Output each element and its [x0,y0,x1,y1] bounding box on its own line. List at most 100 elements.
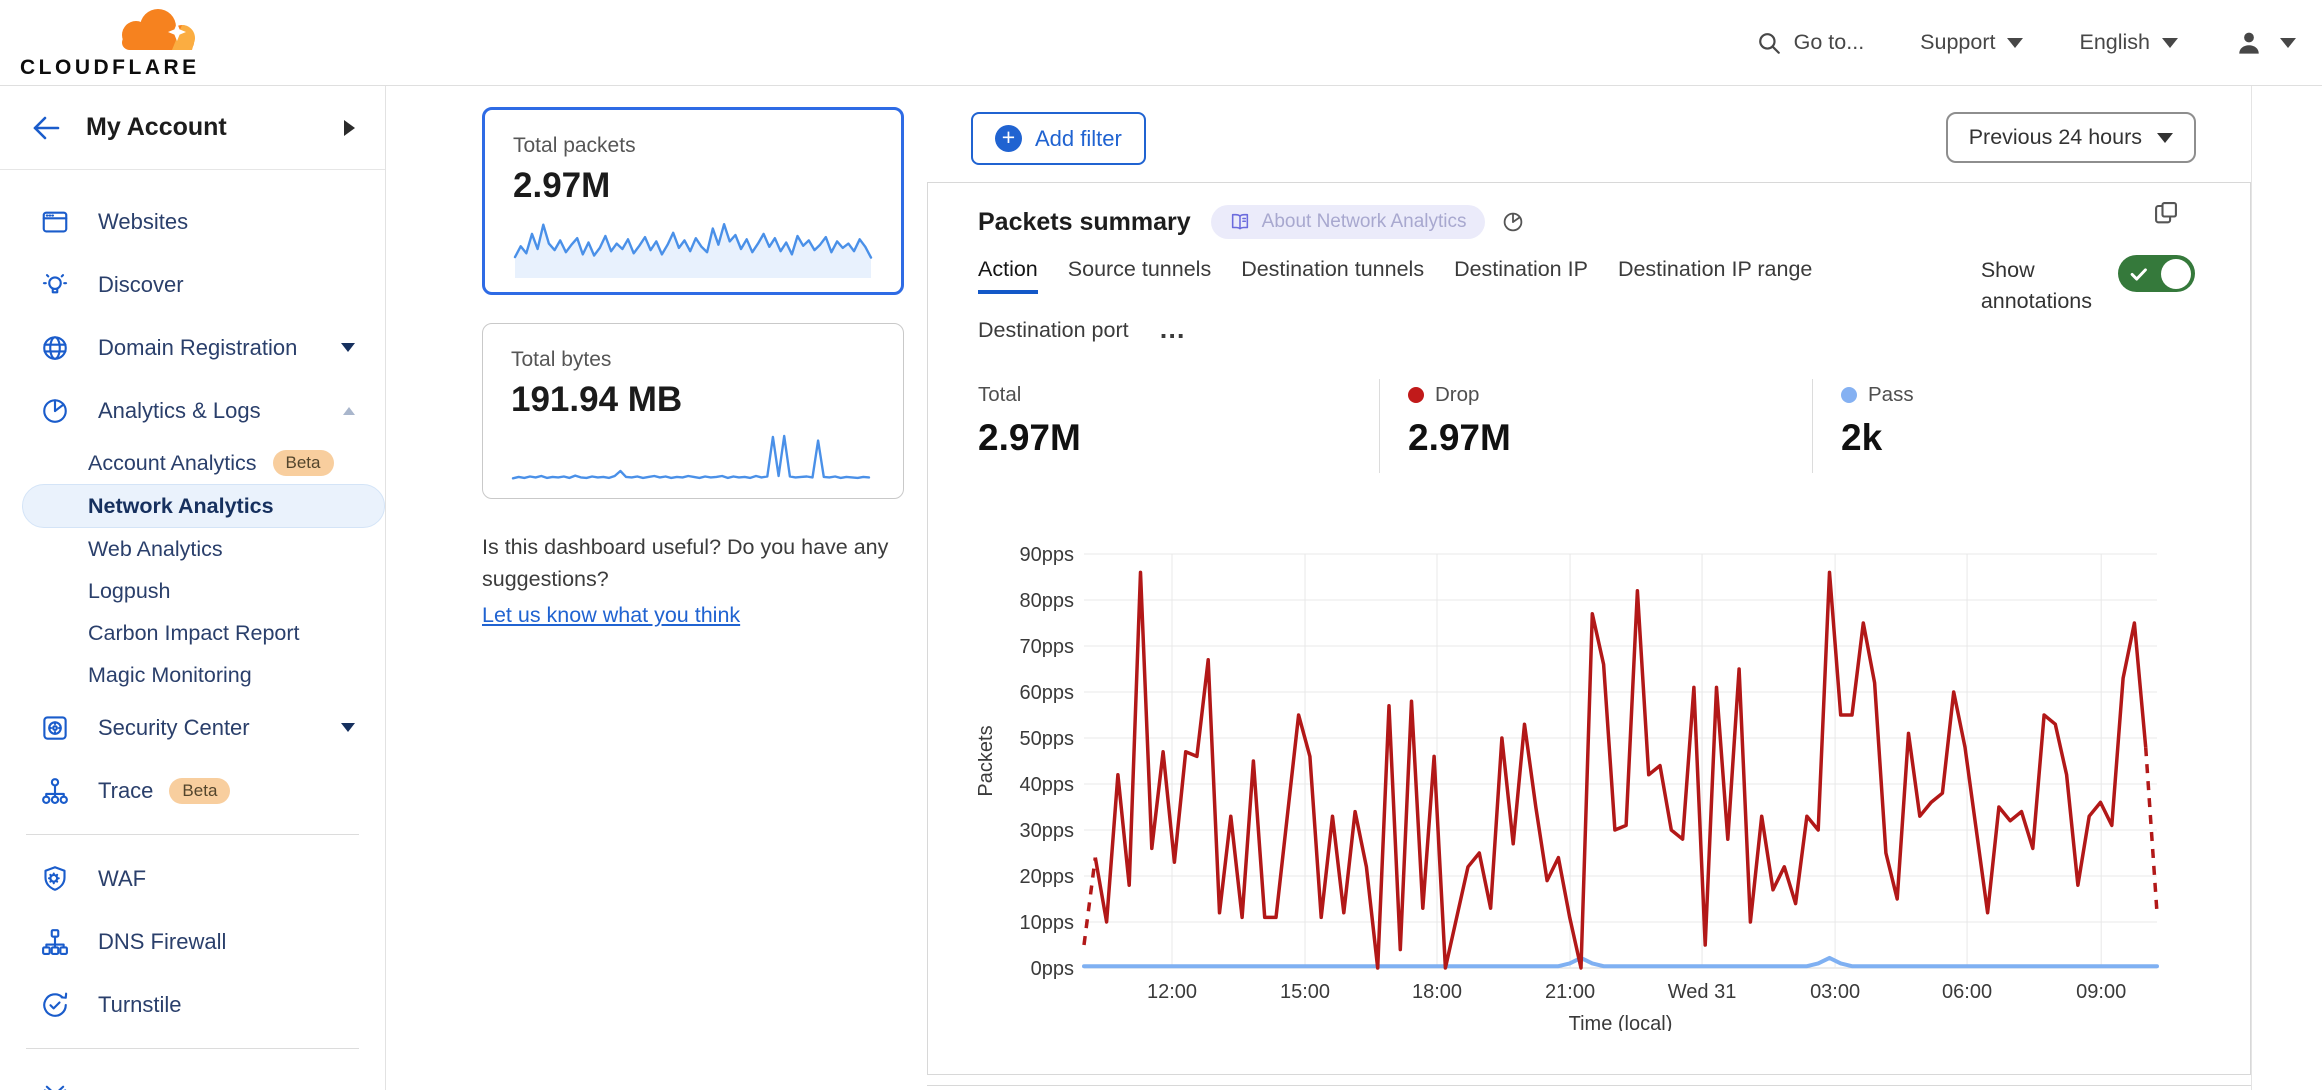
toggle-knob [2161,258,2191,289]
sidebar-item-magic-monitoring[interactable]: Magic Monitoring [0,654,385,696]
shield-icon [40,864,72,894]
card-label: Total bytes [511,348,612,371]
sidebar-item-trace[interactable]: Trace Beta [0,759,385,822]
sidebar-item-discover[interactable]: Discover [0,253,385,316]
packets-time-series-chart: 0pps 10pps 20pps 30pps 40pps 50pps 60pps 70pps 8… [978,544,2159,1031]
sidebar-item-dns-firewall[interactable]: DNS Firewall [0,910,385,973]
total-packets-sparkline-fill [515,224,871,278]
main-content: Total packets 2.97M Total bytes 191.94 M… [387,86,2322,1090]
y-tick-label: 20pps [1020,866,1075,888]
more-tabs-button[interactable]: … [1158,314,1188,344]
time-range-dropdown[interactable]: Previous 24 hours [1945,112,2196,163]
stat-pass: Pass 2k [1812,379,2200,473]
account-header[interactable]: My Account [0,86,385,170]
search-icon [1758,32,1780,54]
chevron-down-icon[interactable] [341,343,355,352]
sidebar-item-logpush[interactable]: Logpush [0,570,385,612]
chevron-up-icon[interactable] [343,406,355,415]
tab-destination-ip-range[interactable]: Destination IP range [1617,257,1813,281]
time-range-label: Previous 24 hours [1968,125,2142,149]
book-icon [1231,213,1248,230]
total-bytes-sparkline [511,434,871,480]
sidebar-item-network-analytics[interactable]: Network Analytics [22,484,385,528]
sidebar-item-label: DNS Firewall [98,928,227,954]
sidebar-item-carbon-impact-report[interactable]: Carbon Impact Report [0,612,385,654]
add-filter-button[interactable]: + Add filter [971,112,1146,165]
sidebar-item-label: Carbon Impact Report [88,620,300,645]
sidebar-item-label: WAF [98,865,147,891]
hierarchy-icon [40,927,72,957]
sidebar-item-label: Network Analytics [88,493,274,518]
analytics-column: + Add filter Previous 24 hours Packets s… [927,86,2252,1090]
chevron-right-icon[interactable] [344,119,355,136]
sidebar-item-label: Account Analytics [88,450,257,475]
sidebar-item-turnstile[interactable]: Turnstile [0,973,385,1036]
sidebar-item-web-analytics[interactable]: Web Analytics [0,528,385,570]
language-label: English [2079,30,2150,54]
stat-value: 2k [1841,417,1883,458]
chevron-down-icon[interactable] [341,723,355,732]
drop-series-dashed-start [1082,857,1098,946]
x-tick-label: Wed 31 [1668,981,1737,1003]
sidebar-item-account-analytics[interactable]: Account Analytics Beta [0,442,385,484]
sidebar-item-label: Magic Monitoring [88,662,252,687]
next-panel-edge [927,1085,2251,1090]
tab-destination-port[interactable]: Destination port [978,318,1129,342]
packets-summary-panel: Packets summary About Network Analytics … [927,182,2251,1075]
sidebar-item-websites[interactable]: Websites [0,190,385,253]
chevron-down-icon [2007,37,2024,48]
top-header: CLOUDFLARE Go to... Support English [0,0,2322,86]
cloudflare-logo[interactable]: CLOUDFLARE [20,4,205,84]
sidebar-item-label: Web Analytics [88,536,223,561]
y-tick-label: 30pps [1020,820,1075,842]
duplicate-icon[interactable] [2152,199,2180,232]
about-network-analytics-badge[interactable]: About Network Analytics [1210,205,1485,239]
burst-icon [40,1078,72,1090]
tab-source-tunnels[interactable]: Source tunnels [1067,257,1212,281]
stat-total: Total 2.97M [978,379,1379,473]
sidebar-item-domain-registration[interactable]: Domain Registration [0,316,385,379]
x-tick-label: 15:00 [1280,981,1330,1003]
pie-chart-icon[interactable] [1501,210,1525,234]
feedback-link[interactable]: Let us know what you think [482,602,741,627]
sidebar-item-waf[interactable]: WAF [0,847,385,910]
x-tick-label: 09:00 [2076,981,2126,1003]
stat-value: 2.97M [978,417,1081,458]
card-value: 191.94 MB [511,380,683,419]
support-menu[interactable]: Support [1920,30,2024,55]
language-menu[interactable]: English [2079,30,2178,55]
sidebar-divider [26,1048,359,1049]
goto-search[interactable]: Go to... [1756,30,1864,56]
sidebar-item-label: Turnstile [98,991,182,1017]
y-tick-label: 10pps [1020,912,1075,934]
account-menu[interactable] [2234,28,2296,58]
total-packets-card[interactable]: Total packets 2.97M [482,107,904,295]
sidebar-item-analytics-logs[interactable]: Analytics & Logs [0,379,385,442]
chevron-down-icon [2157,132,2173,143]
y-axis-title: Packets [978,725,997,796]
show-annotations-control: Show annotations [1981,255,2195,317]
x-tick-label: 12:00 [1147,981,1197,1003]
back-arrow-icon[interactable] [30,112,62,144]
sidebar-nav: Websites Discover Domain Registration Analy… [0,170,385,1090]
card-label: Total packets [513,134,636,157]
tab-action[interactable]: Action [978,257,1038,294]
cloudflare-cloud-icon [122,9,195,50]
sidebar-item-burst[interactable] [0,1061,385,1090]
y-tick-label: 60pps [1020,682,1075,704]
sidebar-item-security-center[interactable]: Security Center [0,696,385,759]
chevron-down-icon [2162,37,2178,48]
summary-cards: Total packets 2.97M Total bytes 191.94 M… [482,107,904,631]
account-name: My Account [86,113,227,141]
y-tick-label: 0pps [1031,958,1074,980]
tab-destination-tunnels[interactable]: Destination tunnels [1241,257,1425,281]
total-bytes-card[interactable]: Total bytes 191.94 MB [482,323,904,499]
annotations-toggle[interactable] [2118,255,2195,292]
pass-legend-dot [1841,387,1857,403]
drop-series-line [1093,570,2148,970]
x-tick-label: 18:00 [1412,981,1462,1003]
dimension-tabs: Action Source tunnels Destination tunnels D… [978,257,1923,355]
feedback-question: Is this dashboard useful? Do you have an… [482,535,889,559]
tab-destination-ip[interactable]: Destination IP [1454,257,1588,281]
x-tick-label: 03:00 [1810,981,1860,1003]
